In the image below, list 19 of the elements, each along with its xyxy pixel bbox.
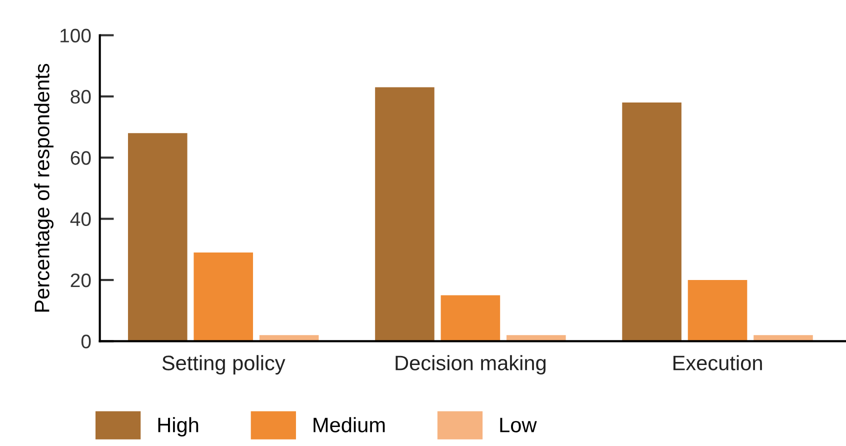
y-tick-label: 60 bbox=[70, 151, 91, 165]
x-tick-label: Execution bbox=[673, 355, 762, 370]
y-tick-label: 0 bbox=[81, 334, 91, 348]
bar bbox=[622, 102, 682, 342]
y-tick-label: 20 bbox=[70, 273, 91, 288]
y-tick-label: 100 bbox=[60, 28, 91, 42]
bar bbox=[128, 133, 188, 342]
x-tick-label: Setting policy bbox=[162, 355, 286, 374]
x-tick-label: Decision making bbox=[396, 355, 546, 374]
legend-label: High bbox=[158, 417, 198, 436]
bar bbox=[375, 87, 434, 342]
bar bbox=[440, 295, 500, 342]
legend-label: Low bbox=[500, 418, 537, 432]
bar bbox=[194, 252, 254, 342]
bar bbox=[688, 280, 748, 342]
y-axis-title: Percentage of respondents bbox=[34, 64, 54, 312]
y-tick-label: 80 bbox=[70, 90, 91, 104]
legend-label: Medium bbox=[314, 417, 385, 432]
y-tick-label: 40 bbox=[70, 212, 91, 226]
